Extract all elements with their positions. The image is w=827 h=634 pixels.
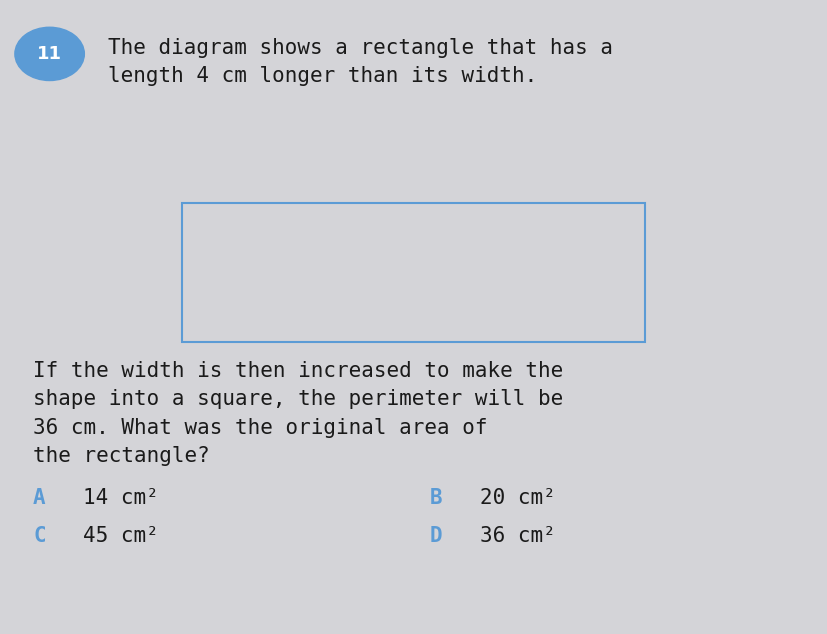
Text: 14 cm²: 14 cm² [83, 488, 159, 508]
Text: B: B [430, 488, 442, 508]
Text: If the width is then increased to make the: If the width is then increased to make t… [33, 361, 563, 381]
Text: the rectangle?: the rectangle? [33, 446, 210, 467]
Text: 36 cm²: 36 cm² [480, 526, 556, 546]
Text: The diagram shows a rectangle that has a: The diagram shows a rectangle that has a [108, 37, 613, 58]
Text: C: C [33, 526, 45, 546]
Text: length 4 cm longer than its width.: length 4 cm longer than its width. [108, 66, 537, 86]
Text: A: A [33, 488, 45, 508]
Text: 20 cm²: 20 cm² [480, 488, 556, 508]
Text: 45 cm²: 45 cm² [83, 526, 159, 546]
Text: shape into a square, the perimeter will be: shape into a square, the perimeter will … [33, 389, 563, 410]
Text: 36 cm. What was the original area of: 36 cm. What was the original area of [33, 418, 488, 438]
Circle shape [15, 27, 84, 81]
Text: D: D [430, 526, 442, 546]
FancyBboxPatch shape [182, 203, 645, 342]
Text: 11: 11 [37, 45, 62, 63]
